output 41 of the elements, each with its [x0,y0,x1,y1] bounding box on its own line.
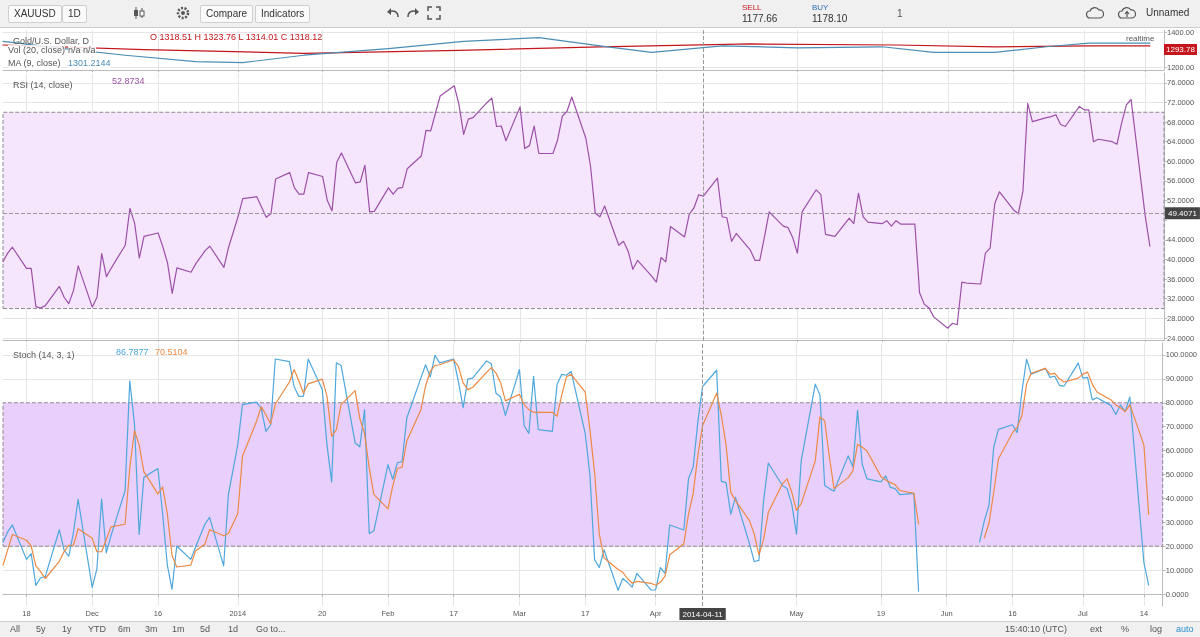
text: auto [1176,624,1194,635]
text: 1293.78 [1164,44,1197,55]
text: Compare [200,5,254,23]
annotation: 70.5104 [155,347,188,358]
ref-line-label: 2014-04-11 [682,609,724,619]
annotation: MA (9, close) [8,58,61,69]
text: 5y [36,624,46,635]
text: ext [1090,624,1103,635]
text: 1178.10 [812,13,848,24]
annotation: n/a n/a [68,45,96,56]
text: 1 [897,8,903,19]
text: Unnamed [1146,7,1190,18]
text: XAUUSD [8,5,62,23]
text: 1d [228,624,239,635]
text: 1m [172,624,185,635]
text: 3m [145,624,158,635]
text: 1y [62,624,72,635]
text: BUY [812,2,829,13]
text: 6m [118,624,131,635]
text: Gold/U.S. Dollar, D [13,35,90,46]
text: log [1150,624,1163,635]
annotation: O 1318.51 H 1323.76 L 1314.01 C 1318.12 [150,32,323,43]
text: Indicators [255,5,311,23]
line-series [2,43,1151,54]
text: Go to... [256,624,286,635]
text: 1D [62,5,87,23]
annotation: 52.8734 [112,76,145,87]
text: YTD [88,624,106,635]
text: % [1121,624,1130,635]
annotation: 86.7877 [116,347,149,358]
annotation: 1301.2144 [68,58,111,69]
text: SELL [742,2,762,13]
text: 1177.66 [742,13,778,24]
text: 5d [200,624,211,635]
text: 15:40:10 (UTC) [1005,624,1068,635]
text: Stoch (14, 3, 1) [13,349,75,360]
annotation: realtime [1126,33,1155,44]
text: All [10,624,21,635]
ref-line-label: 49.4071 [1168,208,1198,218]
text: RSI (14, close) [13,79,73,90]
annotation: Vol (20, close) [8,45,66,56]
